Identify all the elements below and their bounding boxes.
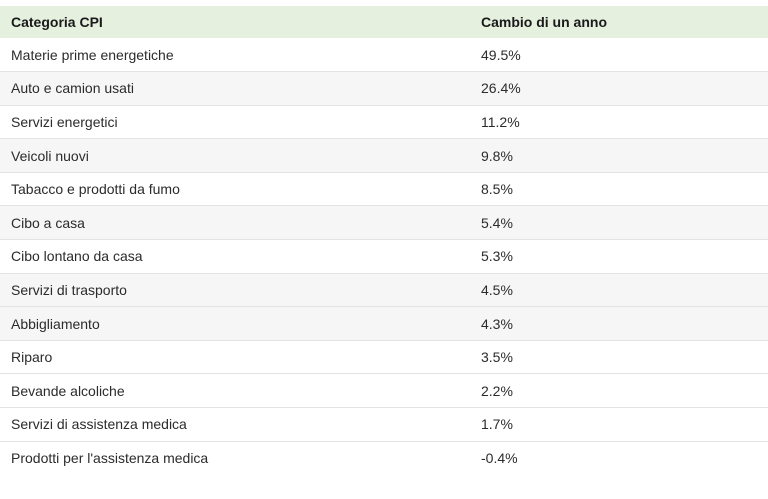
table-row: Bevande alcoliche 2.2% bbox=[0, 374, 768, 408]
table-row: Abbigliamento 4.3% bbox=[0, 306, 768, 341]
category-cell: Auto e camion usati bbox=[11, 80, 134, 97]
category-cell: Servizi di trasporto bbox=[11, 281, 127, 298]
category-cell: Cibo lontano da casa bbox=[11, 248, 143, 265]
header-row: Categoria CPI Cambio di un anno bbox=[0, 6, 768, 38]
change-cell: 5.3% bbox=[481, 248, 513, 265]
table-row: Tabacco e prodotti da fumo 8.5% bbox=[0, 172, 768, 206]
category-cell: Servizi di assistenza medica bbox=[11, 416, 187, 433]
change-cell: 49.5% bbox=[481, 46, 521, 63]
category-cell: Abbigliamento bbox=[11, 315, 100, 332]
cpi-table: Categoria CPI Cambio di un anno Materie … bbox=[0, 6, 768, 475]
change-cell: 4.3% bbox=[481, 315, 513, 332]
change-cell: 2.2% bbox=[481, 382, 513, 399]
change-cell: 9.8% bbox=[481, 147, 513, 164]
table-header: Categoria CPI Cambio di un anno bbox=[0, 6, 768, 38]
table-row: Riparo 3.5% bbox=[0, 340, 768, 374]
table-row: Prodotti per l'assistenza medica -0.4% bbox=[0, 441, 768, 475]
table-row: Servizi di trasporto 4.5% bbox=[0, 273, 768, 307]
table-row: Servizi di assistenza medica 1.7% bbox=[0, 408, 768, 442]
change-cell: 26.4% bbox=[481, 80, 521, 97]
change-cell: 11.2% bbox=[481, 113, 520, 130]
category-cell: Servizi energetici bbox=[11, 113, 118, 130]
change-cell: 1.7% bbox=[481, 416, 513, 433]
table-row: Servizi energetici 11.2% bbox=[0, 105, 768, 139]
change-cell: 8.5% bbox=[481, 181, 513, 198]
category-cell: Veicoli nuovi bbox=[11, 147, 89, 164]
table-row: Cibo lontano da casa 5.3% bbox=[0, 240, 768, 274]
table-row: Auto e camion usati 26.4% bbox=[0, 71, 768, 106]
change-cell: 5.4% bbox=[481, 214, 513, 231]
category-cell: Cibo a casa bbox=[11, 214, 85, 231]
column-header-change: Cambio di un anno bbox=[481, 14, 607, 30]
change-cell: -0.4% bbox=[481, 450, 518, 467]
cpi-table-container: Categoria CPI Cambio di un anno Materie … bbox=[0, 6, 768, 475]
table-body: Materie prime energetiche 49.5% Auto e c… bbox=[0, 38, 768, 475]
table-row: Materie prime energetiche 49.5% bbox=[0, 38, 768, 72]
category-cell: Bevande alcoliche bbox=[11, 382, 125, 399]
category-cell: Prodotti per l'assistenza medica bbox=[11, 450, 209, 467]
category-cell: Materie prime energetiche bbox=[11, 46, 174, 63]
category-cell: Tabacco e prodotti da fumo bbox=[11, 181, 180, 198]
change-cell: 3.5% bbox=[481, 349, 513, 366]
column-header-category: Categoria CPI bbox=[11, 14, 103, 30]
change-cell: 4.5% bbox=[481, 281, 513, 298]
category-cell: Riparo bbox=[11, 349, 53, 366]
table-row: Veicoli nuovi 9.8% bbox=[0, 138, 768, 173]
table-row: Cibo a casa 5.4% bbox=[0, 205, 768, 240]
